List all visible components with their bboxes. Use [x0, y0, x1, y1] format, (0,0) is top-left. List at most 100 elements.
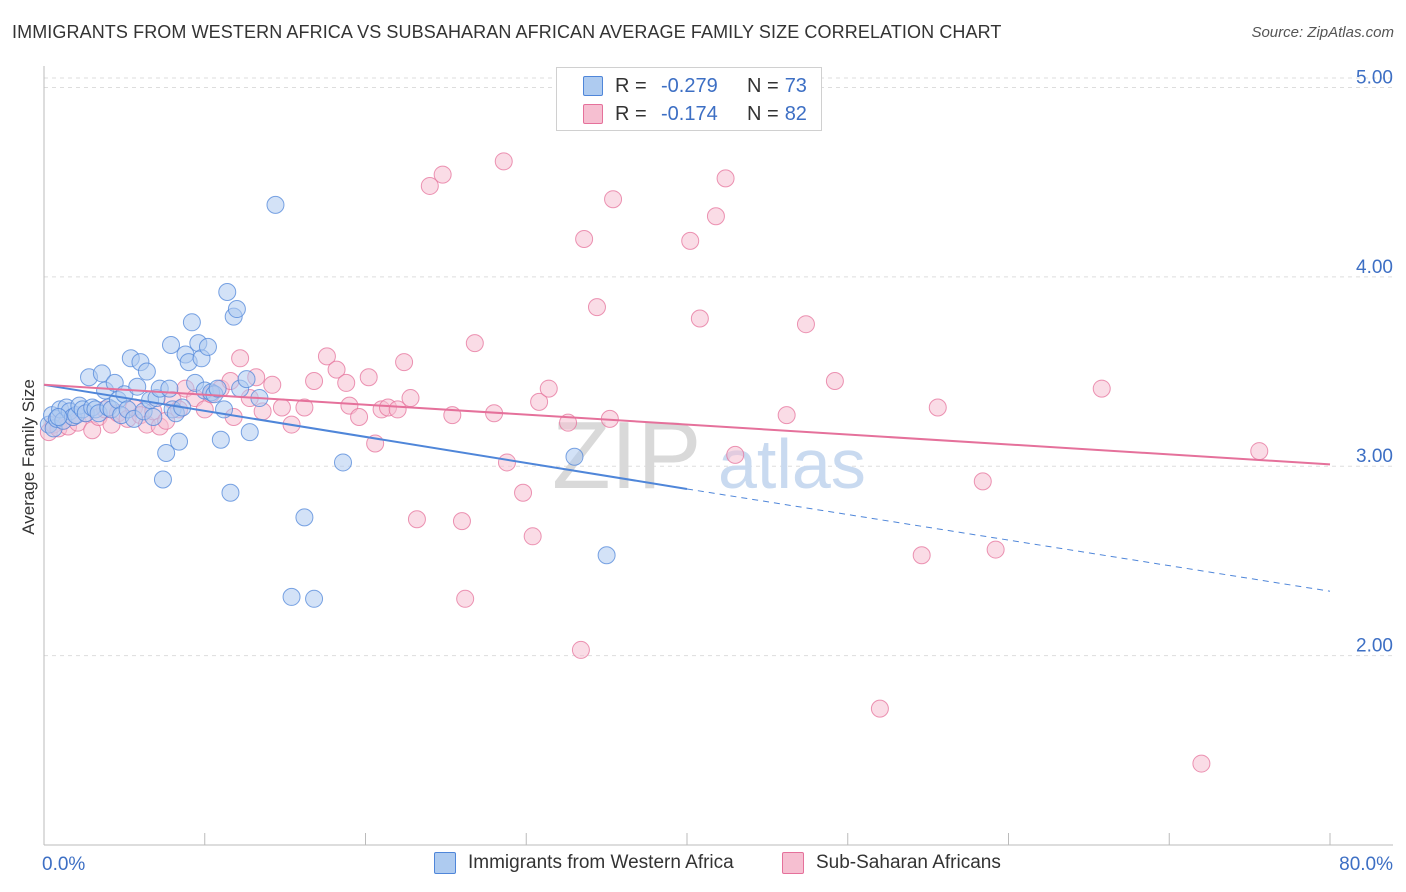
legend-r-label: R =: [615, 74, 647, 97]
legend-n-value: 73: [784, 74, 807, 97]
point-western-africa: [161, 336, 180, 355]
point-western-africa: [295, 508, 314, 527]
point-sub-saharan: [912, 546, 931, 565]
series-legend-sub-saharan: Sub-Saharan Africans: [782, 851, 1001, 875]
point-sub-saharan: [231, 349, 250, 368]
point-western-africa: [144, 407, 163, 426]
point-sub-saharan: [690, 309, 709, 328]
point-western-africa: [49, 407, 68, 426]
y-tick-label: 3.00: [1356, 446, 1393, 467]
point-western-africa: [198, 337, 217, 356]
legend-row-pink: R = -0.174 N = 82: [583, 102, 807, 126]
series-legend-western-africa: Immigrants from Western Africa: [434, 851, 734, 875]
series-label-sub-saharan: Sub-Saharan Africans: [816, 852, 1001, 873]
legend-r-value: -0.174: [661, 102, 718, 125]
point-sub-saharan: [272, 398, 291, 417]
series-swatch-blue: [434, 852, 456, 874]
y-tick-labels: 2.00 3.00 4.00 5.00: [1356, 67, 1393, 656]
point-western-africa: [208, 379, 227, 398]
correlation-legend: R = -0.279 N = 73 R = -0.174 N = 82: [556, 67, 822, 131]
legend-swatch-blue: [583, 76, 603, 96]
point-sub-saharan: [706, 207, 725, 226]
series-label-western-africa: Immigrants from Western Africa: [468, 852, 734, 873]
point-western-africa: [333, 453, 352, 472]
point-western-africa: [597, 546, 616, 565]
x-tick-label-min: 0.0%: [42, 854, 85, 875]
point-sub-saharan: [295, 398, 314, 417]
point-sub-saharan: [407, 510, 426, 529]
point-western-africa: [182, 313, 201, 332]
trend-line-sub-saharan: [43, 383, 1331, 466]
point-sub-saharan: [305, 372, 324, 391]
point-sub-saharan: [825, 372, 844, 391]
series-western-africa-points: [39, 195, 616, 608]
point-sub-saharan: [497, 453, 516, 472]
source-note: Source: ZipAtlas.com: [1251, 24, 1394, 41]
point-sub-saharan: [514, 483, 533, 502]
point-western-africa: [153, 470, 172, 489]
y-tick-label: 4.00: [1356, 257, 1393, 278]
trend-lines: [43, 383, 1331, 592]
point-sub-saharan: [317, 347, 336, 366]
point-sub-saharan: [986, 540, 1005, 559]
y-tick-label: 5.00: [1356, 67, 1393, 88]
point-sub-saharan: [359, 368, 378, 387]
point-western-africa: [221, 483, 240, 502]
point-sub-saharan: [928, 398, 947, 417]
point-sub-saharan: [575, 229, 594, 248]
point-western-africa: [160, 379, 179, 398]
series-swatch-pink: [782, 852, 804, 874]
point-sub-saharan: [395, 353, 414, 372]
point-sub-saharan: [1192, 754, 1211, 773]
point-sub-saharan: [337, 373, 356, 392]
point-western-africa: [92, 364, 111, 383]
point-western-africa: [170, 432, 189, 451]
point-sub-saharan: [494, 152, 513, 171]
point-western-africa: [305, 589, 324, 608]
point-sub-saharan: [433, 165, 452, 184]
point-sub-saharan: [1092, 379, 1111, 398]
point-sub-saharan: [388, 400, 407, 419]
axis-ticks: [43, 833, 1331, 845]
legend-r-label: R =: [615, 102, 647, 125]
y-tick-label: 2.00: [1356, 636, 1393, 657]
point-western-africa: [240, 423, 259, 442]
point-sub-saharan: [350, 407, 369, 426]
watermark-atlas: atlas: [718, 425, 866, 503]
point-sub-saharan: [523, 527, 542, 546]
point-sub-saharan: [796, 315, 815, 334]
point-sub-saharan: [452, 512, 471, 531]
point-sub-saharan: [681, 231, 700, 250]
legend-n-label: N =: [747, 74, 779, 97]
point-sub-saharan: [263, 375, 282, 394]
point-western-africa: [266, 195, 285, 214]
watermark: ZIP atlas: [552, 402, 866, 509]
legend-swatch-pink: [583, 104, 603, 124]
point-sub-saharan: [1250, 442, 1269, 461]
point-western-africa: [157, 443, 176, 462]
point-sub-saharan: [777, 406, 796, 425]
point-sub-saharan: [726, 445, 745, 464]
trend-line-western-africa-extension: [686, 488, 1331, 592]
legend-row-blue: R = -0.279 N = 73: [583, 74, 807, 98]
point-western-africa: [237, 370, 256, 389]
y-axis-label: Average Family Size: [19, 379, 38, 535]
point-sub-saharan: [327, 360, 346, 379]
point-western-africa: [218, 283, 237, 302]
trend-line-western-africa: [43, 383, 688, 490]
point-western-africa: [128, 377, 147, 396]
point-western-africa: [211, 430, 230, 449]
point-sub-saharan: [604, 190, 623, 209]
point-sub-saharan: [401, 389, 420, 408]
legend-n-label: N =: [747, 102, 779, 125]
point-western-africa: [565, 447, 584, 466]
point-sub-saharan: [456, 589, 475, 608]
point-sub-saharan: [870, 699, 889, 718]
point-sub-saharan: [571, 640, 590, 659]
axes: [43, 66, 1393, 846]
legend-r-value: -0.279: [661, 74, 718, 97]
point-sub-saharan: [587, 298, 606, 317]
point-sub-saharan: [716, 169, 735, 188]
point-sub-saharan: [530, 392, 549, 411]
